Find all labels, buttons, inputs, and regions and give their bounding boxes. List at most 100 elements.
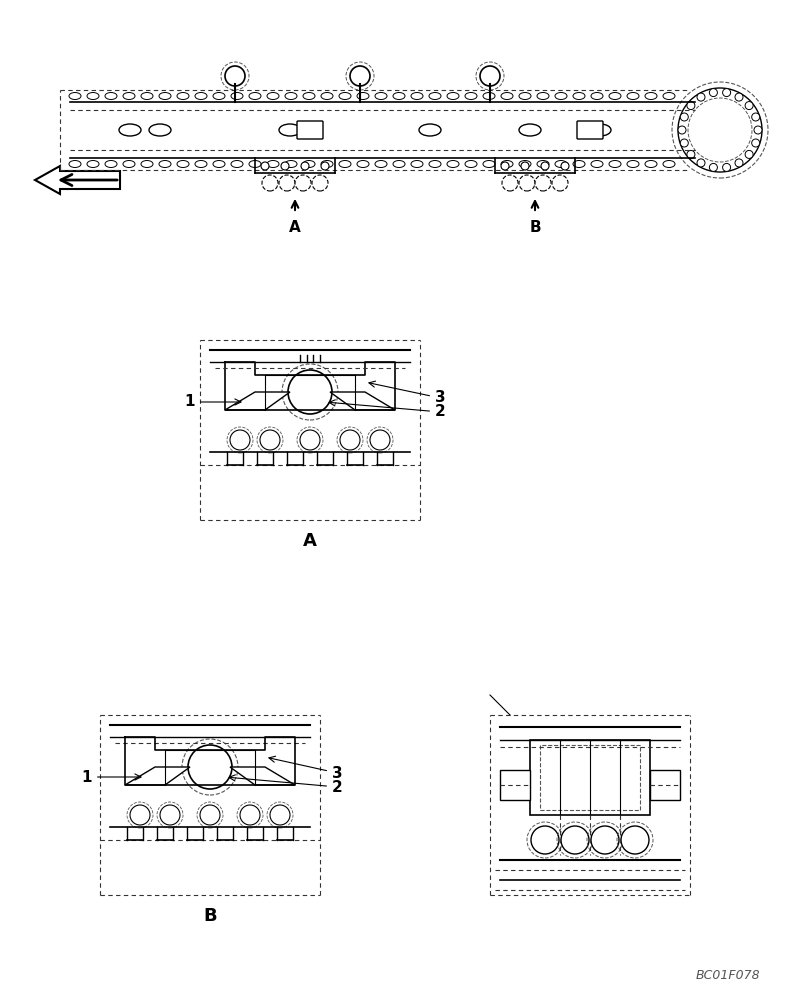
Ellipse shape: [338, 161, 350, 168]
Circle shape: [734, 93, 742, 101]
Ellipse shape: [212, 161, 225, 168]
Text: 3: 3: [268, 756, 342, 780]
Ellipse shape: [428, 93, 440, 100]
Circle shape: [751, 113, 759, 121]
Ellipse shape: [303, 93, 315, 100]
Ellipse shape: [195, 93, 207, 100]
Polygon shape: [230, 767, 294, 785]
Circle shape: [687, 98, 751, 162]
Ellipse shape: [267, 161, 279, 168]
Ellipse shape: [410, 161, 423, 168]
Circle shape: [734, 159, 742, 167]
Polygon shape: [329, 392, 394, 410]
Circle shape: [260, 430, 280, 450]
Text: A: A: [289, 220, 301, 235]
Circle shape: [686, 150, 694, 158]
Circle shape: [260, 162, 268, 170]
Ellipse shape: [410, 93, 423, 100]
Circle shape: [696, 93, 704, 101]
Ellipse shape: [590, 93, 603, 100]
Ellipse shape: [87, 161, 99, 168]
Ellipse shape: [303, 161, 315, 168]
Ellipse shape: [500, 161, 513, 168]
Text: 3: 3: [368, 381, 445, 406]
Circle shape: [279, 175, 294, 191]
Ellipse shape: [249, 93, 260, 100]
Circle shape: [270, 805, 290, 825]
Circle shape: [320, 162, 328, 170]
Circle shape: [744, 102, 752, 110]
FancyArrow shape: [35, 166, 120, 194]
Bar: [530, 740, 649, 815]
Ellipse shape: [573, 93, 584, 100]
Circle shape: [225, 66, 245, 86]
Circle shape: [240, 805, 260, 825]
Ellipse shape: [393, 161, 405, 168]
Circle shape: [551, 175, 568, 191]
Ellipse shape: [608, 93, 620, 100]
Ellipse shape: [393, 93, 405, 100]
Circle shape: [500, 162, 508, 170]
Text: 1: 1: [184, 394, 241, 410]
Circle shape: [521, 162, 528, 170]
Ellipse shape: [626, 93, 638, 100]
Ellipse shape: [500, 93, 513, 100]
Ellipse shape: [518, 93, 530, 100]
Circle shape: [288, 370, 332, 414]
Text: B: B: [529, 220, 540, 235]
Ellipse shape: [279, 124, 301, 136]
Circle shape: [540, 162, 548, 170]
Ellipse shape: [644, 93, 656, 100]
Circle shape: [534, 175, 551, 191]
Ellipse shape: [573, 161, 584, 168]
Circle shape: [590, 826, 618, 854]
Ellipse shape: [122, 161, 135, 168]
Circle shape: [530, 826, 558, 854]
Circle shape: [294, 175, 311, 191]
FancyBboxPatch shape: [297, 121, 323, 139]
Circle shape: [753, 126, 761, 134]
Ellipse shape: [159, 93, 171, 100]
FancyBboxPatch shape: [577, 121, 603, 139]
Circle shape: [680, 113, 688, 121]
Circle shape: [479, 66, 500, 86]
Circle shape: [299, 430, 320, 450]
Ellipse shape: [267, 93, 279, 100]
Ellipse shape: [69, 161, 81, 168]
Circle shape: [311, 175, 328, 191]
Ellipse shape: [418, 124, 440, 136]
Ellipse shape: [590, 161, 603, 168]
Circle shape: [160, 805, 180, 825]
Ellipse shape: [141, 93, 152, 100]
Ellipse shape: [285, 93, 297, 100]
Circle shape: [722, 163, 730, 171]
Text: 2: 2: [229, 775, 342, 794]
Ellipse shape: [554, 93, 566, 100]
Ellipse shape: [483, 161, 495, 168]
Ellipse shape: [230, 161, 242, 168]
Circle shape: [370, 430, 389, 450]
Ellipse shape: [446, 93, 458, 100]
Ellipse shape: [608, 161, 620, 168]
Ellipse shape: [663, 93, 674, 100]
Ellipse shape: [249, 161, 260, 168]
Circle shape: [350, 66, 370, 86]
Ellipse shape: [105, 161, 117, 168]
Circle shape: [501, 175, 517, 191]
Circle shape: [680, 139, 688, 147]
Circle shape: [677, 126, 685, 134]
Ellipse shape: [69, 93, 81, 100]
Circle shape: [677, 88, 761, 172]
Bar: [539, 745, 639, 810]
Circle shape: [686, 102, 694, 110]
Ellipse shape: [483, 93, 495, 100]
Ellipse shape: [320, 161, 333, 168]
Circle shape: [230, 430, 250, 450]
Ellipse shape: [536, 161, 548, 168]
Ellipse shape: [663, 161, 674, 168]
Circle shape: [696, 159, 704, 167]
Ellipse shape: [518, 124, 540, 136]
Ellipse shape: [122, 93, 135, 100]
Circle shape: [751, 139, 759, 147]
Ellipse shape: [428, 161, 440, 168]
